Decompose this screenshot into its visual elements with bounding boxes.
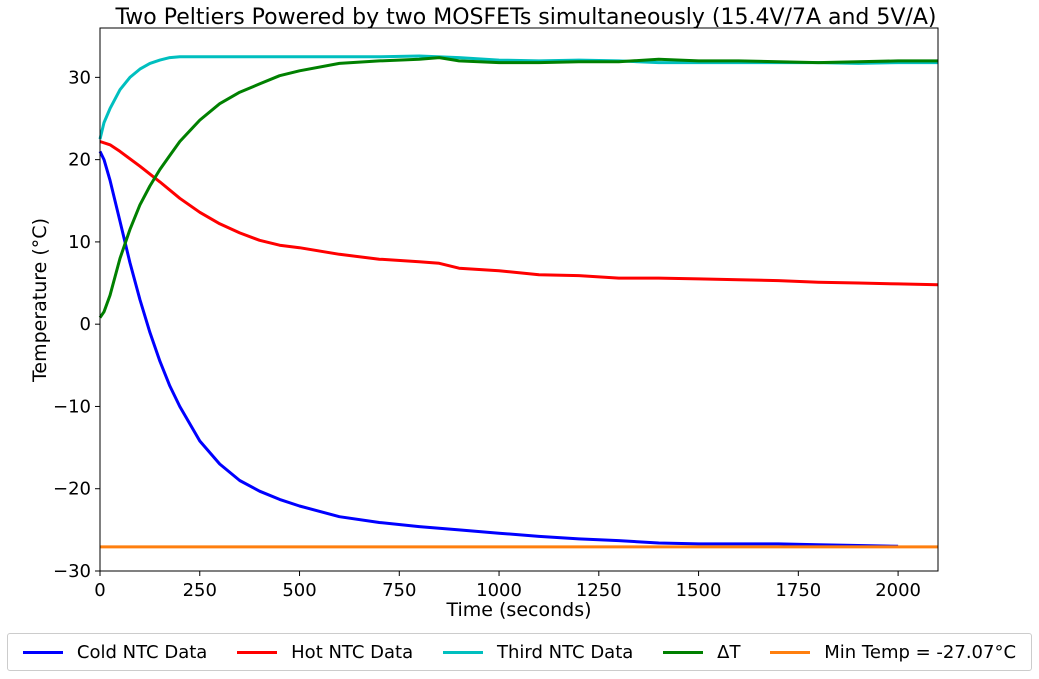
legend-label: Cold NTC Data — [76, 641, 208, 663]
y-tick-label: −10 — [53, 396, 91, 417]
legend-swatch — [770, 650, 811, 654]
x-tick-label: 750 — [382, 580, 416, 601]
x-axis-label: Time (seconds) — [445, 599, 591, 621]
series-line-1 — [99, 140, 939, 287]
y-tick-label: 10 — [68, 232, 91, 253]
legend-item: Cold NTC Data — [22, 641, 208, 663]
legend-item: Hot NTC Data — [237, 642, 413, 663]
legend-swatch — [22, 650, 63, 654]
legend-item: Third NTC Data — [442, 641, 634, 663]
legend-swatch — [442, 650, 483, 654]
legend-label: ΔT — [717, 641, 741, 663]
series-line-0 — [98, 150, 899, 548]
x-tick-label: 1750 — [775, 580, 821, 601]
series-line-3 — [98, 56, 938, 319]
chart-title: Two Peltiers Powered by two MOSFETs simu… — [115, 5, 937, 30]
x-tick-label: 500 — [282, 580, 316, 601]
x-tick-label: 1000 — [476, 580, 522, 601]
legend-label: Third NTC Data — [496, 641, 634, 663]
series-line-2 — [98, 54, 938, 140]
legend-item: ΔT — [663, 642, 740, 663]
y-tick-label: −20 — [53, 479, 91, 500]
x-tick-label: 1250 — [576, 580, 622, 601]
x-tick-label: 250 — [183, 580, 217, 601]
x-axis-ticks: 0 250 500 750 1000 1250 1500 1750 2000 — [94, 571, 921, 601]
legend-swatch — [237, 650, 278, 654]
y-axis-ticks: −30 −20 −10 0 10 20 30 — [53, 67, 100, 582]
x-tick-label: 0 — [94, 580, 105, 601]
y-tick-label: 0 — [80, 314, 91, 335]
y-tick-label: −30 — [53, 561, 91, 582]
legend-label: Hot NTC Data — [291, 641, 414, 663]
y-tick-label: 30 — [68, 67, 91, 88]
plot-area-frame — [99, 27, 939, 572]
series-layer — [98, 54, 939, 549]
chart-legend: Cold NTC Data Hot NTC Data Third NTC Data Δ… — [7, 633, 1032, 671]
legend-item: Min Temp = -27.07°C — [770, 642, 1016, 663]
legend-swatch — [663, 650, 704, 654]
x-tick-label: 2000 — [875, 580, 921, 601]
x-tick-label: 1500 — [676, 580, 722, 601]
y-tick-label: 20 — [68, 150, 91, 171]
legend-label: Min Temp = -27.07°C — [824, 641, 1017, 663]
y-axis-label: Temperature (°C) — [29, 218, 51, 383]
chart: Two Peltiers Powered by two MOSFETs simu… — [29, 5, 939, 621]
